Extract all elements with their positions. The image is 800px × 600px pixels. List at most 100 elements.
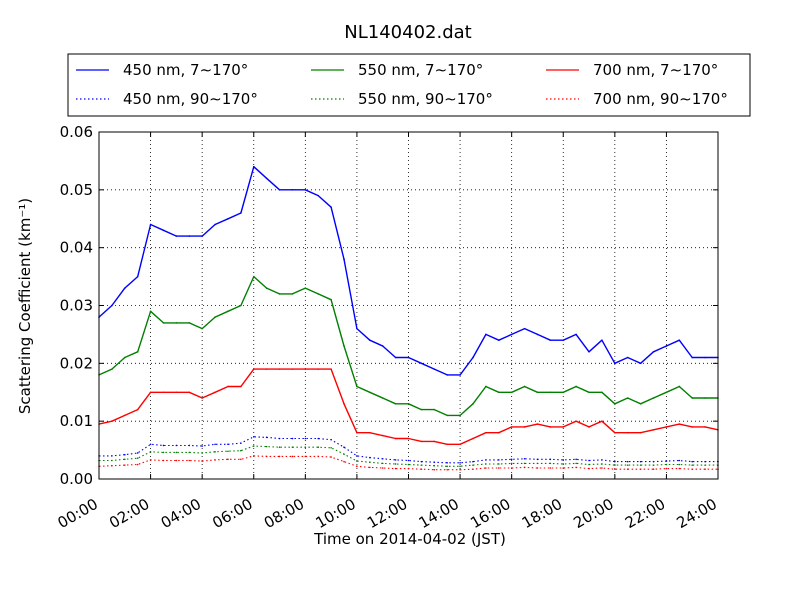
series-point-3 xyxy=(549,458,552,461)
series-point-2 xyxy=(227,385,229,388)
series-point-0 xyxy=(459,374,461,376)
series-point-1 xyxy=(459,414,461,417)
series-point-5 xyxy=(214,459,216,461)
series-point-3 xyxy=(343,446,345,448)
series-point-1 xyxy=(626,397,629,399)
series-point-5 xyxy=(459,468,461,471)
x-tick-label: 10:00 xyxy=(312,495,358,532)
series-point-4 xyxy=(356,460,358,462)
series-point-1 xyxy=(678,385,681,388)
y-axis: 0.00 0.01 0.02 0.03 0.04 0.05 0.06 xyxy=(60,123,718,488)
series-point-1 xyxy=(304,287,307,289)
series-point-2 xyxy=(665,426,668,428)
series-line-1 xyxy=(98,275,718,417)
series-point-0 xyxy=(588,350,590,353)
series-point-5 xyxy=(485,467,487,469)
series-point-0 xyxy=(162,229,165,232)
series-point-5 xyxy=(188,459,191,462)
series-point-5 xyxy=(149,459,152,461)
series-point-2 xyxy=(162,391,165,394)
series-point-3 xyxy=(252,435,255,438)
legend-label: 450 nm, 7∼170° xyxy=(123,61,248,79)
series-point-1 xyxy=(472,403,474,405)
series-point-3 xyxy=(626,460,629,463)
series-point-4 xyxy=(691,464,694,466)
series-point-0 xyxy=(175,235,178,237)
x-tick-label: 22:00 xyxy=(622,495,668,532)
series-point-4 xyxy=(278,446,281,448)
series-point-0 xyxy=(317,194,320,197)
series-point-3 xyxy=(497,459,500,461)
series-point-5 xyxy=(446,468,448,471)
series-point-4 xyxy=(175,451,178,454)
series-point-0 xyxy=(472,356,474,359)
series-point-2 xyxy=(214,391,216,394)
series-point-5 xyxy=(111,464,113,467)
series-point-1 xyxy=(252,275,255,278)
series-point-4 xyxy=(665,463,668,466)
series-point-4 xyxy=(562,463,565,465)
series-point-3 xyxy=(562,459,565,461)
series-point-4 xyxy=(240,449,242,452)
series-point-2 xyxy=(265,368,268,370)
series-point-0 xyxy=(356,327,358,330)
x-tick-label: 04:00 xyxy=(158,495,204,532)
y-tick-label: 0.05 xyxy=(60,181,93,199)
series-point-4 xyxy=(601,463,603,465)
series-point-0 xyxy=(369,339,371,342)
series-point-4 xyxy=(639,464,642,466)
series-point-5 xyxy=(575,466,577,469)
y-tick-label: 0.04 xyxy=(60,239,93,257)
series-point-3 xyxy=(356,455,358,457)
series-point-3 xyxy=(652,460,655,463)
series-point-3 xyxy=(691,460,694,463)
series-point-1 xyxy=(433,408,436,411)
series-point-3 xyxy=(188,444,191,447)
series-point-1 xyxy=(394,403,397,405)
x-axis: 00:00 02:00 04:00 06:00 08:00 10:00 12:00 14:00… xyxy=(55,132,720,532)
series-point-2 xyxy=(252,368,255,370)
series-point-3 xyxy=(369,456,371,459)
series-point-4 xyxy=(626,464,629,466)
legend-box xyxy=(67,53,751,117)
series-point-5 xyxy=(626,468,629,470)
series-line-0 xyxy=(98,165,718,376)
series-point-1 xyxy=(343,345,345,347)
series-point-2 xyxy=(510,426,513,428)
series-point-2 xyxy=(369,431,371,434)
series-point-1 xyxy=(240,304,242,307)
series-point-1 xyxy=(665,391,668,394)
series-point-2 xyxy=(304,368,307,370)
series-point-0 xyxy=(394,356,397,359)
series-point-2 xyxy=(459,443,461,446)
series-point-1 xyxy=(614,403,616,405)
series-point-3 xyxy=(162,444,165,447)
series-point-1 xyxy=(149,310,152,313)
series-point-2 xyxy=(407,437,410,440)
series-point-0 xyxy=(265,177,268,180)
series-point-1 xyxy=(111,368,113,370)
series-point-4 xyxy=(433,464,436,467)
series-point-5 xyxy=(433,468,436,471)
series-point-3 xyxy=(614,460,616,463)
series-point-1 xyxy=(381,397,384,399)
series-point-2 xyxy=(394,437,397,440)
series-point-5 xyxy=(356,465,358,468)
series-point-4 xyxy=(652,464,655,466)
series-point-0 xyxy=(601,339,603,342)
series-point-2 xyxy=(601,420,603,422)
series-point-5 xyxy=(265,455,268,458)
series-point-2 xyxy=(175,391,178,394)
series-point-3 xyxy=(536,458,539,461)
series-point-3 xyxy=(472,460,474,463)
series-point-3 xyxy=(111,455,113,457)
series-point-2 xyxy=(704,426,706,428)
series-point-0 xyxy=(330,206,332,208)
series-point-2 xyxy=(562,426,565,428)
series-point-0 xyxy=(575,333,577,336)
series-point-0 xyxy=(446,374,448,376)
series-point-3 xyxy=(304,437,307,440)
series-point-5 xyxy=(704,468,706,470)
series-point-0 xyxy=(485,333,487,336)
